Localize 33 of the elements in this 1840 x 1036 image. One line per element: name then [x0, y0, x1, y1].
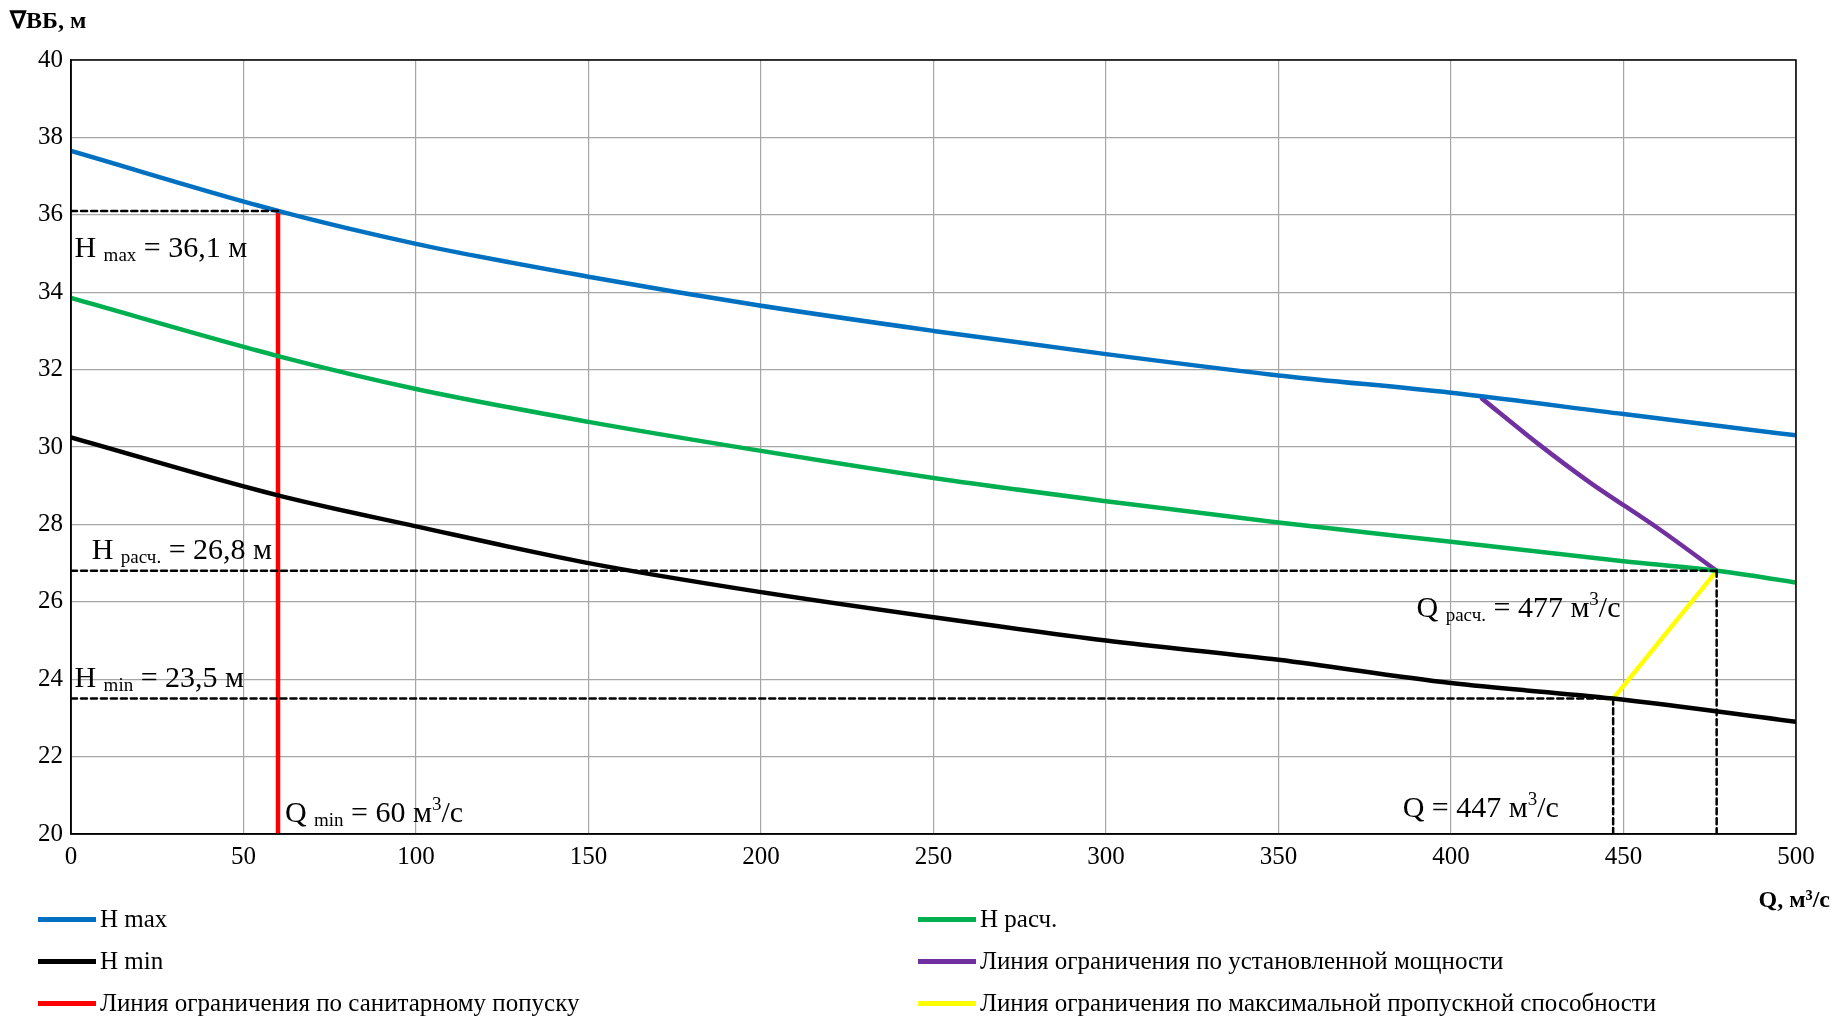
x-tick-label: 200 — [742, 841, 780, 869]
x-axis-title: Q, м³/с — [1758, 886, 1830, 913]
y-tick-label: 32 — [38, 354, 63, 382]
x-tick-label: 450 — [1604, 841, 1643, 869]
y-tick-label: 36 — [38, 199, 63, 227]
y-tick-label: 22 — [38, 741, 63, 769]
x-tick-label: 300 — [1087, 841, 1125, 869]
annotation: H max = 36,1 м — [74, 230, 248, 266]
y-tick-label: 40 — [38, 44, 63, 72]
y-tick-label: 38 — [38, 121, 63, 149]
y-tick-label: 30 — [38, 431, 63, 459]
x-tick-label: 50 — [231, 841, 256, 869]
x-tick-label: 100 — [397, 841, 435, 869]
x-tick-label: 250 — [914, 841, 953, 869]
x-tick-label: 350 — [1259, 841, 1298, 869]
legend-label: H max — [100, 905, 168, 933]
legend-label: Линия ограничения по санитарному попуску — [100, 989, 580, 1017]
y-tick-label: 26 — [38, 586, 63, 614]
x-tick-label: 500 — [1777, 841, 1815, 869]
y-tick-label: 28 — [38, 508, 63, 536]
y-tick-label: 34 — [38, 276, 64, 304]
y-tick-label: 24 — [38, 663, 64, 691]
legend-label: Линия ограничения по установленной мощности — [980, 947, 1504, 975]
legend-label: Линия ограничения по максимальной пропускной способности — [980, 989, 1657, 1017]
legend-label: H min — [100, 947, 164, 975]
x-tick-label: 150 — [569, 841, 608, 869]
annotation: H расч. = 26,8 м — [91, 532, 273, 568]
x-tick-label: 0 — [64, 841, 78, 869]
y-tick-label: 20 — [38, 818, 63, 846]
x-tick-label: 400 — [1432, 841, 1470, 869]
annotation: H min = 23,5 м — [74, 659, 245, 695]
legend-label: H расч. — [980, 905, 1058, 933]
y-axis-title: ∇ВБ, м — [10, 6, 87, 34]
